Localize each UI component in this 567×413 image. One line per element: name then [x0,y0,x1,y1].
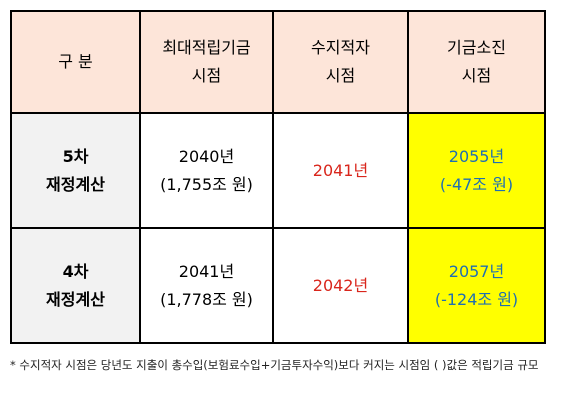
row-label: 5차 재정계산 [10,112,141,229]
depletion-cell: 2057년 (-124조 원) [407,227,546,344]
header-max-fund: 최대적립기금 시점 [139,10,274,114]
deficit-cell: 2042년 [272,227,409,344]
row-label: 4차 재정계산 [10,227,141,344]
table-header-row: 구 분 최대적립기금 시점 수지적자 시점 기금소진 시점 [10,10,546,114]
table-row: 4차 재정계산 2041년 (1,778조 원) 2042년 2057년 (-1… [10,227,546,344]
header-category: 구 분 [10,10,141,114]
depletion-cell: 2055년 (-47조 원) [407,112,546,229]
footnote: * 수지적자 시점은 당년도 지출이 총수입(보험료수입+기금투자수익)보다 커… [10,358,539,372]
table-row: 5차 재정계산 2040년 (1,755조 원) 2041년 2055년 (-4… [10,112,546,229]
fund-schedule-table: 구 분 최대적립기금 시점 수지적자 시점 기금소진 시점 5차 재정계산 20… [10,10,546,344]
max-fund-cell: 2041년 (1,778조 원) [139,227,274,344]
max-fund-cell: 2040년 (1,755조 원) [139,112,274,229]
deficit-cell: 2041년 [272,112,409,229]
header-depletion: 기금소진 시점 [407,10,546,114]
header-deficit: 수지적자 시점 [272,10,409,114]
